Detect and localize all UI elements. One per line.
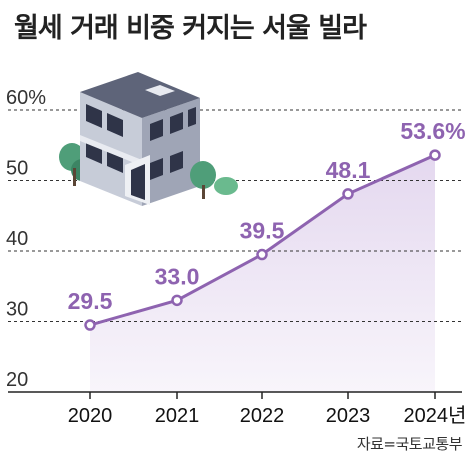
x-tick-label: 2024년 [404,404,467,427]
data-point [256,248,268,261]
chart-title: 월세 거래 비중 커지는 서울 빌라 [14,13,367,44]
data-label: 48.1 [326,157,371,183]
data-label: 39.5 [240,218,285,244]
x-tick-label: 2022 [240,405,285,427]
grid-lines [8,109,462,322]
area-fill [90,155,435,392]
y-axis-ticks: 20 30 40 50 60% [6,87,46,391]
x-axis-ticks: 2020 2021 2022 2023 2024년 [68,392,467,427]
source-note: 자료=국토교통부 [356,435,463,453]
data-points [84,149,441,331]
y-tick-label: 60% [6,87,46,109]
data-point [342,188,354,200]
x-tick-label: 2023 [326,405,371,427]
y-tick-label: 30 [6,299,28,321]
data-label: 53.6% [400,118,465,144]
y-tick-label: 40 [6,228,28,250]
x-tick-label: 2020 [68,405,113,427]
data-label: 29.5 [68,288,113,314]
data-label: 33.0 [155,263,200,289]
building-illustration-icon [59,72,238,206]
y-tick-label: 50 [6,158,28,180]
data-point [429,149,441,161]
data-point [84,319,96,331]
y-tick-label: 20 [6,369,28,391]
x-tick-label: 2021 [155,405,200,427]
data-labels: 29.5 33.0 39.5 48.1 53.6% [68,118,466,314]
data-point [171,294,183,307]
